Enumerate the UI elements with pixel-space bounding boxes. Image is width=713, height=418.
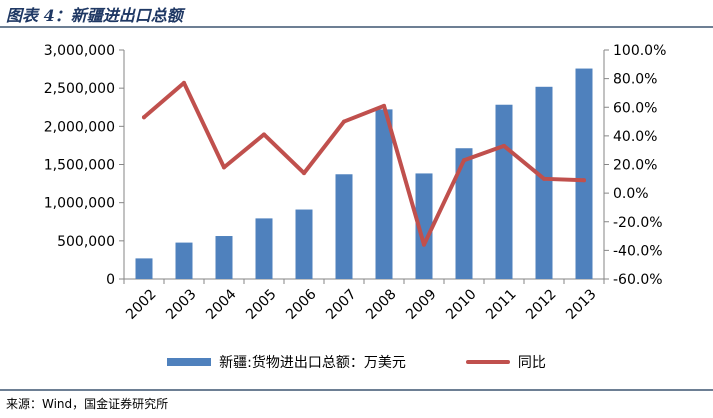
figure-title: 图表 4：新疆进出口总额 bbox=[6, 6, 183, 25]
legend-label-line: 同比 bbox=[517, 355, 546, 371]
legend-label-bars: 新疆:货物进出口总额：万美元 bbox=[219, 355, 406, 371]
x-tick-label: 2002 bbox=[123, 286, 160, 323]
bar bbox=[575, 68, 593, 279]
right-tick-label: -60.0% bbox=[613, 272, 663, 288]
bar bbox=[135, 258, 153, 279]
x-tick-label: 2004 bbox=[203, 286, 240, 323]
right-tick-label: 20.0% bbox=[613, 158, 657, 174]
line-point bbox=[342, 119, 346, 124]
left-tick-label: 3,000,000 bbox=[44, 43, 115, 59]
bar bbox=[495, 104, 513, 279]
x-tick-label: 2007 bbox=[323, 286, 360, 323]
legend-item-bars: 新疆:货物进出口总额：万美元 bbox=[167, 352, 406, 372]
bar bbox=[175, 242, 193, 279]
left-tick-label: 2,000,000 bbox=[44, 119, 115, 135]
x-tick-label: 2005 bbox=[243, 286, 280, 323]
line-point bbox=[502, 143, 506, 148]
yoy-line bbox=[142, 80, 586, 247]
bar bbox=[375, 109, 393, 280]
legend: 新疆:货物进出口总额：万美元 同比 bbox=[0, 352, 713, 372]
right-tick-label: 100.0% bbox=[613, 43, 666, 59]
right-tick-label: 80.0% bbox=[613, 72, 657, 88]
title-divider bbox=[0, 26, 713, 28]
left-tick-label: 1,500,000 bbox=[44, 158, 115, 174]
x-tick-label: 2006 bbox=[283, 286, 320, 323]
line-point bbox=[182, 80, 186, 85]
source-note: 来源：Wind，国金证券研究所 bbox=[6, 397, 169, 411]
x-tick-label: 2009 bbox=[403, 286, 440, 323]
line-point bbox=[582, 178, 586, 183]
x-tick-label: 2003 bbox=[163, 286, 200, 323]
bar bbox=[255, 218, 273, 279]
legend-bar-swatch bbox=[167, 358, 212, 366]
left-tick-label: 1,000,000 bbox=[44, 196, 115, 212]
right-tick-label: 40.0% bbox=[613, 129, 657, 145]
line-point bbox=[302, 171, 306, 176]
bar bbox=[415, 173, 433, 279]
x-tick-label: 2010 bbox=[443, 286, 480, 323]
bar bbox=[535, 86, 553, 279]
bar bbox=[295, 209, 313, 279]
left-tick-label: 2,500,000 bbox=[44, 81, 115, 97]
right-tick-label: -20.0% bbox=[613, 215, 663, 231]
bar bbox=[455, 148, 473, 279]
x-tick-label: 2011 bbox=[483, 286, 520, 323]
bar bbox=[215, 236, 233, 279]
chart: 0 500,000 1,000,000 1,500,000 2,000,000 2,500… bbox=[44, 43, 667, 323]
line-point bbox=[542, 176, 546, 181]
line-point bbox=[422, 242, 426, 247]
bar bbox=[335, 174, 353, 279]
right-tick-label: -40.0% bbox=[613, 243, 663, 259]
line-point bbox=[222, 165, 226, 170]
x-tick-label: 2008 bbox=[363, 286, 400, 323]
line-point bbox=[142, 115, 146, 120]
x-tick-label: 2013 bbox=[563, 286, 600, 323]
right-tick-label: 0.0% bbox=[613, 186, 649, 202]
x-tick-label: 2012 bbox=[523, 286, 560, 323]
left-tick-label: 500,000 bbox=[57, 234, 115, 250]
right-tick-label: 60.0% bbox=[613, 100, 657, 116]
line-point bbox=[262, 132, 266, 137]
bottom-divider bbox=[0, 389, 713, 391]
legend-line-swatch bbox=[465, 360, 510, 364]
left-tick-label: 0 bbox=[106, 272, 115, 288]
legend-item-line: 同比 bbox=[465, 352, 546, 372]
line-point bbox=[462, 158, 466, 163]
line-point bbox=[382, 103, 386, 108]
